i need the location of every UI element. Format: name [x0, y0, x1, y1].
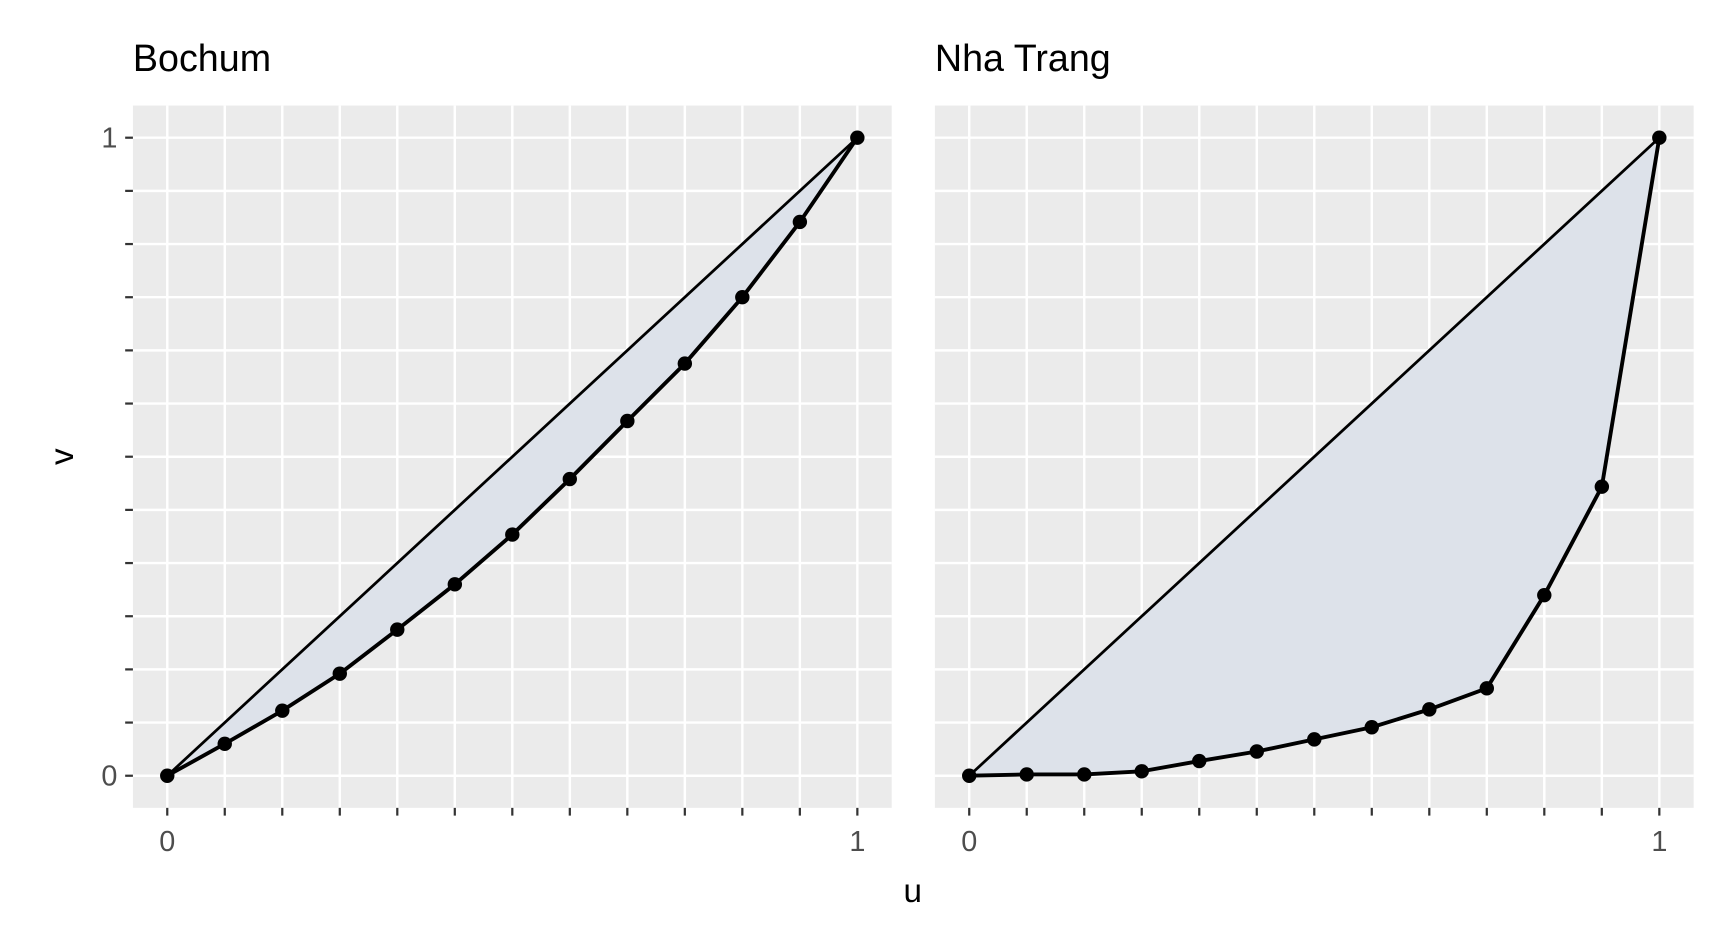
data-point: [1077, 767, 1092, 782]
data-point: [1019, 767, 1034, 782]
data-point: [332, 666, 347, 681]
data-point: [1422, 702, 1437, 717]
y-tick-label: 0: [101, 761, 117, 793]
panel-1: Nha Trang 0 1: [934, 37, 1694, 858]
data-point: [850, 130, 865, 145]
panel-title: Bochum: [133, 37, 271, 79]
panel-0: Bochum 0 1 0 1: [101, 37, 892, 858]
data-point: [390, 622, 405, 637]
x-tick-label: 0: [159, 826, 175, 858]
data-point: [160, 768, 175, 783]
data-point: [505, 527, 520, 542]
data-point: [1537, 587, 1552, 603]
data-point: [1652, 130, 1667, 145]
data-point: [447, 577, 463, 592]
data-point: [735, 290, 750, 305]
y-axis-label: v: [44, 448, 81, 465]
x-tick-label: 1: [1651, 826, 1667, 858]
data-point: [1479, 681, 1494, 696]
data-point: [217, 736, 232, 752]
data-point: [620, 413, 635, 429]
data-point: [562, 471, 577, 487]
data-point: [1249, 744, 1264, 759]
data-point: [275, 703, 290, 718]
data-point: [962, 768, 977, 783]
data-point: [677, 356, 693, 371]
data-point: [1594, 479, 1610, 494]
panel-title: Nha Trang: [935, 37, 1111, 79]
data-point: [1364, 720, 1379, 735]
x-tick-label: 1: [849, 826, 865, 858]
x-axis-label: u: [903, 873, 921, 910]
data-point: [792, 214, 808, 230]
data-point: [1134, 764, 1149, 779]
equality-line: [968, 136, 1661, 777]
x-tick-label: 0: [961, 826, 977, 858]
y-tick-label: 1: [101, 123, 117, 155]
data-point: [1307, 732, 1322, 747]
data-point: [1192, 753, 1207, 769]
equality-line: [166, 136, 859, 777]
